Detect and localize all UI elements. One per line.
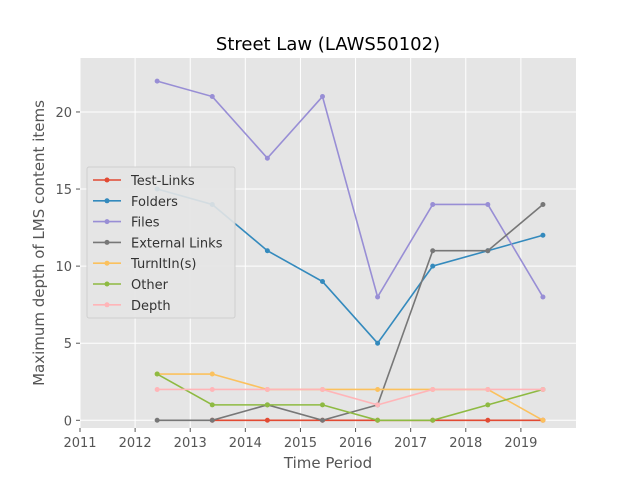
series-depth bbox=[154, 386, 546, 408]
legend-item: Other bbox=[93, 278, 169, 293]
data-point bbox=[375, 294, 381, 300]
legend-item: Test-Links bbox=[93, 174, 195, 189]
data-point bbox=[319, 402, 325, 408]
legend-label: External Links bbox=[131, 236, 223, 251]
legend-item: Folders bbox=[93, 195, 178, 210]
series-line bbox=[156, 80, 544, 299]
x-tick-label: 2013 bbox=[174, 436, 207, 451]
data-point bbox=[154, 417, 160, 423]
y-tick-label: 5 bbox=[64, 337, 72, 352]
data-point bbox=[375, 386, 381, 392]
data-point bbox=[375, 340, 381, 346]
y-tick-label: 20 bbox=[55, 106, 72, 121]
data-point bbox=[209, 417, 215, 423]
data-point bbox=[154, 386, 160, 392]
data-point bbox=[264, 386, 270, 392]
legend-swatch-marker bbox=[104, 219, 110, 225]
series-files bbox=[154, 78, 546, 300]
legend-box bbox=[86, 166, 236, 319]
data-point bbox=[209, 94, 215, 100]
x-tick-label: 2011 bbox=[63, 436, 96, 451]
legend: Test-Links Folders Files External Links Turn… bbox=[86, 166, 236, 319]
data-point bbox=[485, 386, 491, 392]
x-tick-label: 2012 bbox=[119, 436, 152, 451]
legend-swatch-marker bbox=[104, 177, 110, 183]
y-axis-title: Maximum depth of LMS content items bbox=[30, 100, 48, 386]
legend-label: Other bbox=[131, 278, 169, 293]
x-axis-title: Time Period bbox=[283, 454, 372, 472]
legend-swatch-marker bbox=[104, 281, 110, 287]
data-point bbox=[540, 294, 546, 300]
legend-label: Files bbox=[131, 216, 160, 231]
data-point bbox=[264, 417, 270, 423]
legend-item: External Links bbox=[93, 236, 223, 251]
y-axis-ticks: 0 5 10 15 20 bbox=[55, 106, 80, 429]
legend-label: Test-Links bbox=[130, 174, 195, 189]
series-line bbox=[156, 373, 544, 422]
x-tick-label: 2015 bbox=[284, 436, 317, 451]
data-point bbox=[430, 263, 436, 269]
legend-label: TurnItIn(s) bbox=[130, 257, 196, 272]
series-line bbox=[157, 388, 543, 406]
legend-swatch-marker bbox=[104, 239, 110, 245]
x-tick-label: 2014 bbox=[229, 436, 262, 451]
x-tick-label: 2016 bbox=[339, 436, 372, 451]
data-point bbox=[430, 417, 436, 423]
data-point bbox=[430, 386, 436, 392]
data-point bbox=[430, 248, 436, 254]
data-point bbox=[209, 371, 215, 377]
series-lines bbox=[154, 78, 546, 423]
legend-swatch-marker bbox=[104, 198, 110, 204]
y-tick-label: 15 bbox=[55, 183, 72, 198]
data-point bbox=[375, 417, 381, 423]
data-point bbox=[319, 417, 325, 423]
data-point bbox=[209, 402, 215, 408]
series-other bbox=[154, 371, 546, 423]
data-point bbox=[264, 402, 270, 408]
legend-label: Folders bbox=[131, 195, 178, 210]
data-point bbox=[154, 371, 160, 377]
data-point bbox=[319, 279, 325, 285]
legend-swatch-marker bbox=[104, 260, 110, 266]
legend-swatch-marker bbox=[104, 302, 110, 308]
data-point bbox=[540, 417, 546, 423]
data-point bbox=[540, 232, 546, 238]
data-point bbox=[209, 386, 215, 392]
data-point bbox=[540, 201, 546, 207]
legend-item: TurnItIn(s) bbox=[93, 257, 196, 272]
y-tick-label: 0 bbox=[64, 414, 72, 429]
x-tick-label: 2017 bbox=[394, 436, 427, 451]
data-point bbox=[319, 386, 325, 392]
x-axis-ticks: 2011 2012 2013 2014 2015 2016 2017 2018 2019 bbox=[63, 428, 537, 451]
legend-label: Depth bbox=[131, 299, 171, 314]
data-point bbox=[375, 402, 381, 408]
data-point bbox=[485, 417, 491, 423]
x-tick-label: 2018 bbox=[449, 436, 482, 451]
data-point bbox=[319, 94, 325, 100]
data-point bbox=[485, 201, 491, 207]
chart-title: Street Law (LAWS50102) bbox=[216, 34, 440, 55]
data-point bbox=[540, 386, 546, 392]
x-tick-label: 2019 bbox=[504, 436, 537, 451]
legend-item: Depth bbox=[93, 299, 171, 314]
data-point bbox=[485, 402, 491, 408]
data-point bbox=[264, 155, 270, 161]
data-point bbox=[485, 248, 491, 254]
data-point bbox=[264, 248, 270, 254]
y-tick-label: 10 bbox=[55, 260, 72, 275]
legend-item: Files bbox=[93, 216, 160, 231]
data-point bbox=[430, 201, 436, 207]
data-point bbox=[154, 78, 160, 84]
